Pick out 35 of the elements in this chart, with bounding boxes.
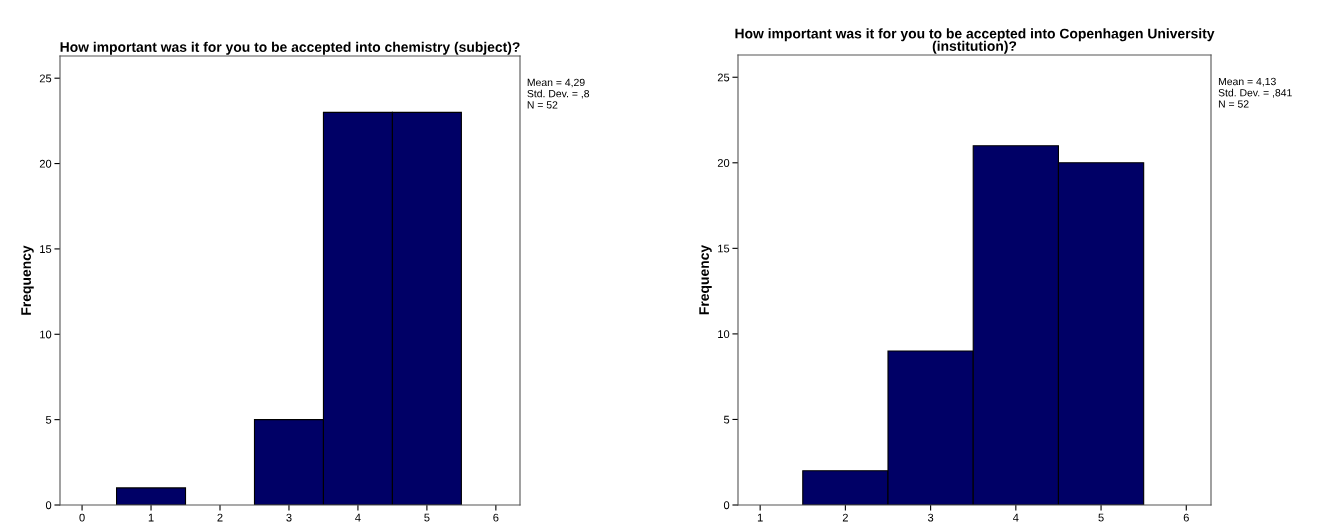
x-tick-label: 1 (148, 513, 154, 522)
y-tick-label: 15 (40, 245, 52, 254)
x-tick-label: 5 (1098, 513, 1104, 522)
text: Mean = 4,13 (1218, 77, 1276, 87)
y-tick-label: 10 (40, 330, 52, 339)
y-tick-label: 15 (718, 244, 730, 253)
y-tick-label: 0 (723, 501, 730, 510)
x-tick-label: 3 (927, 513, 934, 522)
x-tick-label: 5 (424, 513, 430, 522)
y-tick-label: 0 (45, 501, 52, 510)
text: N = 52 (527, 101, 558, 109)
text: Std. Dev. = ,8 (527, 89, 590, 99)
y-axis-title: Frequency (699, 244, 712, 315)
y-tick-label: 25 (39, 74, 52, 83)
x-tick-label: 2 (842, 513, 848, 522)
chart-title: How important was it for you to be accepted into Copenhagen University (institution)? (735, 28, 1215, 54)
text: Std. Dev. = ,841 (1218, 88, 1292, 98)
x-tick-label: 1 (757, 513, 763, 522)
x-tick-label: 4 (1013, 513, 1019, 522)
chart-title: How important was it for you to be accepted into chemistry (subject)? (60, 41, 520, 55)
x-tick-label: 2 (217, 513, 223, 522)
text: N = 52 (1218, 100, 1249, 108)
y-tick-label: 10 (718, 330, 730, 339)
y-tick-label: 5 (723, 415, 730, 424)
y-tick-label: 20 (39, 159, 52, 168)
x-tick-label: 6 (1183, 513, 1189, 522)
y-axis-title: Frequency (21, 245, 34, 315)
x-tick-label: 3 (286, 513, 292, 522)
x-tick-label: 0 (79, 513, 85, 522)
x-tick-label: 4 (355, 513, 361, 522)
y-tick-label: 25 (717, 73, 730, 82)
y-tick-label: 20 (717, 159, 730, 167)
x-tick-label: 6 (493, 513, 499, 522)
text: Mean = 4,29 (527, 78, 585, 88)
y-tick-label: 5 (45, 416, 52, 424)
